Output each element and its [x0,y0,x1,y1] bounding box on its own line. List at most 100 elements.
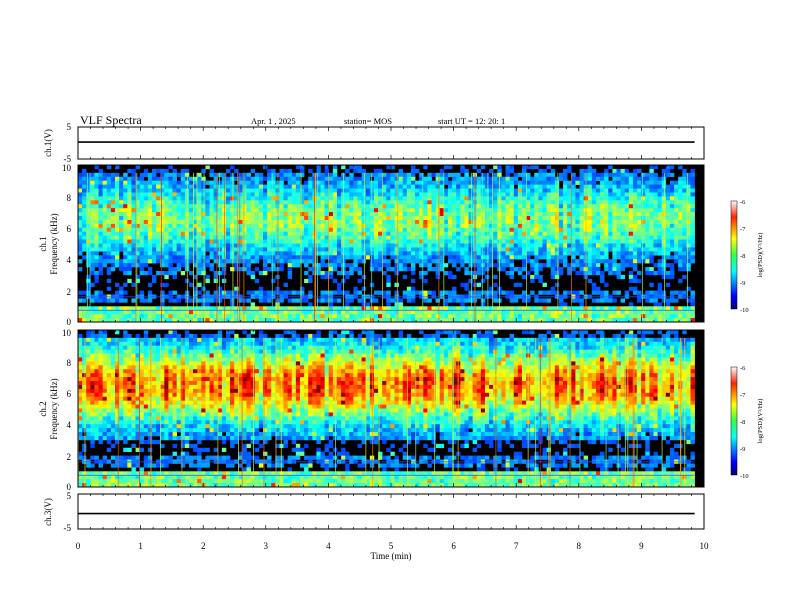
spectrogram-cell [571,216,576,221]
spectrogram-cell [464,231,469,236]
spectrogram-cell [669,267,675,272]
spectrogram-cell [250,255,256,260]
spectrogram-cell [250,270,256,276]
spectrogram-cell [394,318,399,323]
spectrogram-cell [427,243,432,248]
spectrogram-cell [649,251,654,256]
spectrogram-cell [378,263,383,268]
spectrogram-cell [439,172,445,178]
spectrogram-cell [456,267,461,272]
spectrogram-cell [213,184,219,189]
spectrogram-cell [554,184,560,189]
spectrogram-cell [468,290,473,295]
spectrogram-cell [394,282,399,287]
spectrogram-cell [193,259,198,264]
spectrogram-cell [94,239,99,244]
spectrogram-cell [271,212,276,217]
spectrogram-cell [575,263,580,268]
spectrogram-cell [246,231,251,236]
spectrogram-cell [258,310,264,315]
spectrogram-cell [221,172,227,178]
spectrogram-cell [410,184,416,189]
spectrogram-cell [480,172,486,178]
spectrogram-cell [94,263,99,268]
spectrogram-cell [258,318,264,323]
spectrogram-cell [131,239,136,244]
spectrogram-cell [410,263,416,268]
spectrogram-cell [139,172,145,178]
spectrogram-cell [538,263,543,268]
spectrogram-cell [295,239,301,244]
spectrogram-cell [579,176,584,181]
spectrogram-cell [505,176,510,181]
spectrogram-cell [291,310,297,315]
spectrogram-cell [480,255,486,260]
spectrogram-cell [406,247,412,252]
spectrogram-cell [209,204,214,209]
spectrogram-cell [110,239,116,244]
spectrogram-cell [682,247,687,252]
spectrogram-cell [386,180,391,185]
spectrogram-cell [193,298,198,303]
spectrogram-cell [386,216,391,221]
spectrogram-cell [275,255,280,260]
spectrogram-cell [106,306,112,311]
spectrogram-cell [299,306,305,311]
spectrogram-cell [427,306,432,311]
spectrogram-cell [172,318,177,323]
spectrogram-cell [308,216,313,221]
spectrogram-cell [431,267,436,272]
spectrogram-cell [365,223,371,229]
spectrogram-cell [637,184,642,189]
spectrogram-cell [78,223,83,229]
spectrogram-cell [336,290,342,295]
spectrogram-cell [90,227,95,233]
spectrogram-cell [550,200,556,205]
spectrogram-cell [563,219,568,225]
spectrogram-cell [415,235,420,240]
spectrogram-cell [678,188,683,193]
spectrogram-cell [197,235,202,240]
spectrogram-cell [542,172,547,178]
spectrogram-cell [328,235,334,240]
spectrogram-cell [468,219,473,225]
spectrogram-cell [645,196,650,201]
spectrogram-cell [209,231,214,236]
spectrogram-cell [246,235,251,240]
spectrogram-cell [246,223,251,229]
spectrogram-cell [657,318,663,323]
spectrogram-cell [110,172,116,178]
spectrogram-cell [180,251,186,256]
spectrogram-cell [98,196,103,201]
spectrogram-cell [328,243,334,248]
spectrogram-cell [661,310,667,315]
spectrogram-cell [353,212,358,217]
spectrogram-cell [94,219,99,225]
spectrogram-cell [168,251,173,256]
spectrogram-cell [168,188,173,193]
spectrogram-cell [123,263,128,268]
spectrogram-cell [160,168,165,174]
spectrogram-cell [534,255,539,260]
spectrogram-cell [394,204,399,209]
spectrogram-cell [637,278,642,284]
spectrogram-cell [571,235,576,240]
spectrogram-cell [637,227,642,233]
spectrogram-cell [616,255,621,260]
spectrogram-cell [493,165,498,170]
spectrogram-cell [262,263,268,268]
spectrogram-cell [201,247,206,252]
spectrogram-cell [624,251,630,256]
spectrogram-cell [258,223,264,229]
spectrogram-cell [115,180,120,185]
spectrogram-cell [661,263,667,268]
spectrogram-cell [250,274,256,280]
spectrogram-cell [275,302,280,307]
spectrogram-cell [209,227,214,233]
spectrogram-cell [534,247,539,252]
spectrogram-cell [604,306,609,311]
spectrogram-cell [563,196,568,201]
spectrogram-cell [295,165,301,170]
spectrogram-cell [632,231,638,236]
spectrogram-cell [682,251,687,256]
